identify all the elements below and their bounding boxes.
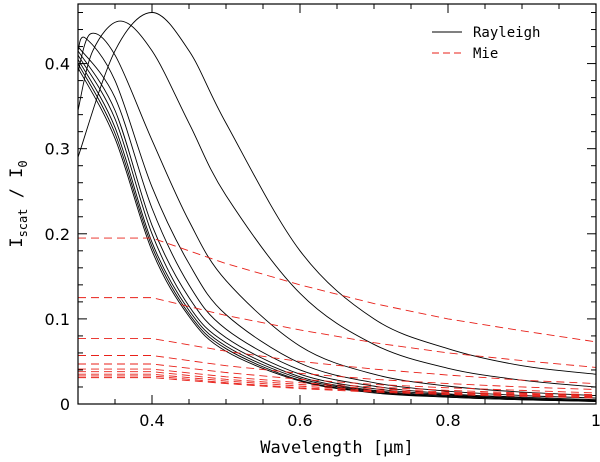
mie-curve-3 — [78, 338, 597, 385]
y-tick-label: 0.3 — [45, 140, 70, 159]
plot-frame — [77, 3, 597, 405]
x-axis-label: Wavelength [μm] — [260, 438, 414, 458]
x-tick-label: 0.6 — [287, 411, 312, 430]
y-label-main: I — [7, 237, 27, 247]
legend: Rayleigh Mie — [432, 25, 540, 62]
mie-curve-6 — [78, 368, 597, 396]
rayleigh-curve-5 — [77, 46, 597, 401]
y-tick-label: 0 — [60, 395, 70, 414]
y-tick-label: 0.1 — [45, 310, 70, 329]
y-label-sub2: 0 — [16, 160, 30, 167]
y-tick-label: 0.4 — [45, 55, 70, 74]
rayleigh-curve-2 — [77, 20, 597, 388]
rayleigh-curve-7 — [77, 54, 597, 402]
x-tick-label: 0.8 — [435, 411, 460, 430]
mie-curve-7 — [78, 371, 597, 396]
y-tick-label: 0.2 — [45, 225, 70, 244]
rayleigh-curve-8 — [77, 59, 597, 402]
x-tick-label: 1 — [591, 411, 600, 430]
y-label-sub: scat — [16, 209, 30, 238]
legend-label-rayleigh: Rayleigh — [473, 25, 540, 41]
y-axis-label: Iscat / I0 — [7, 160, 30, 247]
y-label-sep: / — [7, 178, 27, 209]
rayleigh-curve-9 — [77, 63, 597, 402]
mie-curve-10 — [78, 377, 597, 399]
mie-curve-2 — [78, 297, 597, 368]
series-layer — [77, 12, 597, 402]
rayleigh-curve-3 — [77, 32, 597, 396]
mie-curve-5 — [78, 363, 597, 394]
tick-layer: 0.4 0.6 0.8 1 0 0.1 0.2 0.3 0.4 — [45, 4, 600, 430]
rayleigh-curve-1 — [77, 12, 597, 375]
legend-label-mie: Mie — [473, 46, 498, 62]
mie-curve-4 — [78, 355, 597, 390]
mie-curve-1 — [78, 237, 597, 343]
rayleigh-curve-4 — [77, 36, 597, 399]
y-label-main2: I — [7, 168, 27, 178]
rayleigh-curve-10 — [77, 67, 597, 402]
rayleigh-curve-6 — [77, 50, 597, 402]
mie-curve-9 — [78, 375, 597, 398]
x-tick-label: 0.4 — [139, 411, 164, 430]
mie-curve-8 — [78, 373, 597, 397]
